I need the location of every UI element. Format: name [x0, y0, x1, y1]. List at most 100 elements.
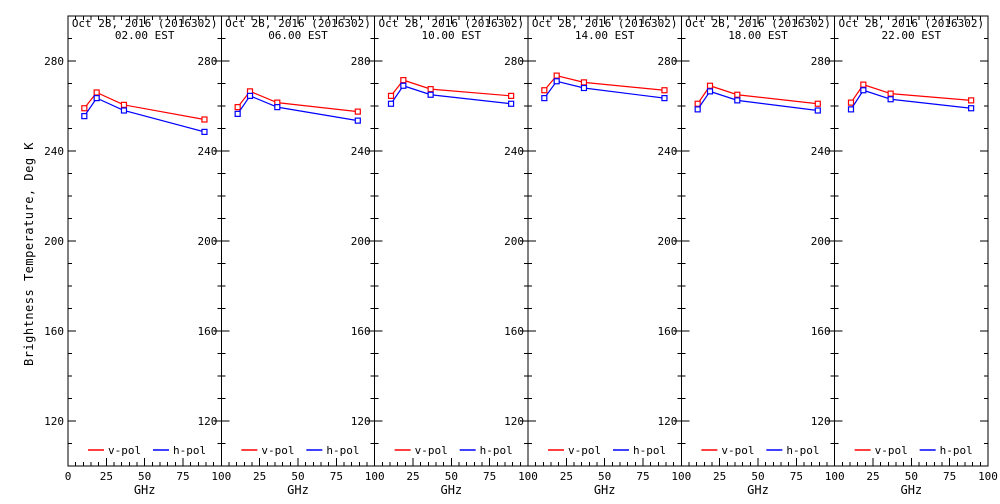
h-pol-marker	[274, 104, 281, 111]
panel-legend: v-pol h-pol	[241, 444, 359, 457]
legend-hpol-label: h-pol	[786, 444, 819, 457]
v-pol-marker	[234, 104, 241, 111]
x-tick-label: 25	[253, 470, 266, 483]
x-tick-label: 25	[713, 470, 726, 483]
x-tick-label: 50	[751, 470, 764, 483]
h-pol-marker	[508, 100, 515, 107]
v-pol-marker	[541, 87, 548, 94]
x-tick-label: 50	[598, 470, 611, 483]
x-tick-label: 75	[943, 470, 956, 483]
panel-frame	[834, 15, 989, 467]
y-tick-label: 120	[504, 415, 524, 428]
y-tick-label: 120	[197, 415, 217, 428]
v-pol-marker	[860, 81, 867, 88]
panel-legend: v-pol h-pol	[854, 444, 973, 457]
panel-title-date: Oct 28, 2016 (2016302)	[225, 17, 371, 30]
panel-1: 120 160 200 240 280 0 25 50 75 100 GHz Oct 28, 2016…	[44, 15, 231, 497]
h-pol-marker	[734, 97, 741, 104]
x-tick-label: 100	[825, 470, 845, 483]
panel-legend: v-pol h-pol	[394, 444, 513, 457]
v-pol-marker	[120, 101, 128, 108]
y-tick-label: 280	[197, 55, 217, 68]
v-pol-line	[543, 74, 665, 91]
h-pol-line	[237, 95, 358, 122]
y-tick-label: 240	[811, 145, 831, 158]
x-tick-label: 100	[978, 470, 998, 483]
panel-title-date: Oct 28, 2016 (2016302)	[685, 17, 831, 30]
legend-vpol-label: v-pol	[721, 444, 754, 457]
panel-title-date: Oct 28, 2016 (2016302)	[838, 17, 984, 30]
h-pol-marker	[246, 92, 254, 99]
v-pol-marker	[968, 97, 975, 104]
panel-legend: v-pol h-pol	[88, 444, 206, 457]
legend-hpol-label: h-pol	[633, 444, 666, 457]
v-pol-marker	[93, 89, 100, 96]
h-pol-marker	[814, 107, 821, 114]
y-tick-label: 160	[351, 325, 371, 338]
v-pol-marker	[694, 100, 701, 107]
h-pol-marker	[887, 96, 894, 103]
y-tick-label: 280	[811, 55, 831, 68]
v-pol-marker	[706, 82, 714, 89]
x-axis-unit-label: GHz	[440, 483, 462, 497]
y-tick-label: 160	[657, 325, 677, 338]
y-tick-label: 160	[197, 325, 217, 338]
y-tick-label: 120	[657, 415, 677, 428]
x-tick-label: 25	[866, 470, 879, 483]
legend-vpol-label: v-pol	[261, 444, 294, 457]
h-pol-line	[390, 85, 512, 105]
y-tick-label: 200	[504, 235, 524, 248]
y-tick-label: 280	[504, 55, 524, 68]
h-pol-line	[83, 97, 205, 133]
h-pol-marker	[400, 82, 407, 89]
h-pol-marker	[580, 84, 588, 92]
y-tick-label: 120	[44, 415, 64, 428]
h-pol-marker	[847, 106, 855, 113]
h-pol-marker	[354, 117, 361, 124]
panel-title-time: 22.00 EST	[882, 29, 942, 42]
v-pol-marker	[734, 91, 741, 98]
y-axis-title: Brightness Temperature, Deg K	[22, 142, 36, 367]
panel-title-date: Oct 28, 2016 (2016302)	[72, 17, 218, 30]
v-pol-marker	[553, 72, 560, 79]
y-tick-label: 160	[504, 325, 524, 338]
h-pol-marker	[553, 78, 560, 85]
h-pol-marker	[860, 87, 867, 94]
legend-hpol-label: h-pol	[940, 444, 973, 457]
h-pol-marker	[234, 110, 241, 117]
x-tick-label: 50	[291, 470, 304, 483]
y-tick-label: 240	[504, 145, 524, 158]
x-tick-label: 50	[445, 470, 458, 483]
v-pol-line	[237, 90, 358, 113]
panel-legend: v-pol h-pol	[701, 444, 819, 457]
panel-title-time: 14.00 EST	[575, 29, 635, 42]
h-pol-marker	[706, 88, 714, 95]
x-tick-label: 75	[176, 470, 189, 483]
v-pol-marker	[427, 86, 434, 93]
y-tick-label: 200	[197, 235, 217, 248]
y-tick-label: 280	[351, 55, 371, 68]
h-pol-marker	[93, 95, 100, 102]
h-pol-marker	[201, 128, 208, 135]
x-axis-unit-label: GHz	[594, 483, 616, 497]
h-pol-marker	[120, 107, 128, 114]
x-tick-label: 50	[905, 470, 918, 483]
h-pol-marker	[81, 113, 88, 120]
x-tick-label: 50	[138, 470, 151, 483]
legend-hpol-label: h-pol	[326, 444, 359, 457]
x-axis-unit-label: GHz	[287, 483, 309, 497]
y-tick-label: 240	[44, 145, 64, 158]
h-pol-line	[697, 90, 818, 112]
x-tick-label: 75	[330, 470, 343, 483]
v-pol-marker	[387, 92, 395, 99]
v-pol-line	[390, 79, 512, 97]
legend-hpol-label: h-pol	[480, 444, 513, 457]
x-axis-unit-label: GHz	[747, 483, 769, 497]
panel-legend: v-pol h-pol	[548, 444, 666, 457]
v-pol-line	[697, 85, 818, 105]
x-tick-label: 25	[100, 470, 113, 483]
x-tick-label: 75	[790, 470, 803, 483]
y-tick-label: 120	[351, 415, 371, 428]
y-tick-label: 200	[351, 235, 371, 248]
